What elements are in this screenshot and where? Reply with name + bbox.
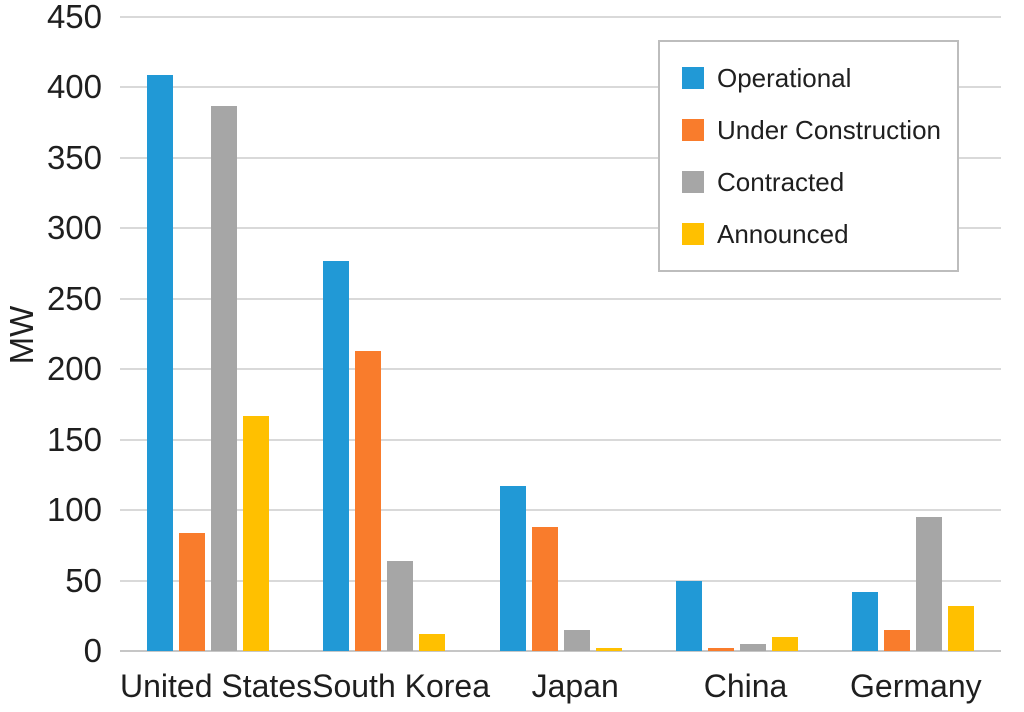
bar-under-construction-japan bbox=[531, 527, 558, 651]
y-tick-label-150: 150 bbox=[46, 420, 102, 458]
legend-item-contracted: Contracted bbox=[682, 167, 957, 198]
bar-contracted-china bbox=[739, 644, 766, 651]
legend-swatch-icon-operational bbox=[682, 67, 704, 89]
legend-swatch-icon-announced bbox=[682, 223, 704, 245]
y-tick-label-0: 0 bbox=[83, 632, 102, 669]
legend-item-under-construction: Under Construction bbox=[682, 115, 957, 146]
legend-label-operational: Operational bbox=[717, 62, 852, 93]
bar-operational-south-korea bbox=[323, 261, 350, 651]
plot-area bbox=[120, 16, 1001, 652]
y-tick-label-300: 300 bbox=[46, 209, 102, 247]
x-axis-label-china: China bbox=[703, 668, 788, 704]
bar-group-united-states bbox=[147, 75, 270, 651]
bar-announced-japan bbox=[595, 648, 622, 651]
legend-item-operational: Operational bbox=[682, 63, 957, 94]
x-axis-line bbox=[120, 650, 1001, 652]
bar-under-construction-united-states bbox=[179, 533, 206, 651]
x-axis-label-united-states: United States bbox=[120, 668, 313, 704]
y-tick-label-250: 250 bbox=[46, 279, 102, 317]
y-tick-label-400: 400 bbox=[46, 68, 102, 106]
gridline-300 bbox=[120, 227, 1001, 230]
x-axis-label-japan: Japan bbox=[531, 668, 619, 704]
bar-announced-china bbox=[771, 637, 798, 651]
bar-group-china bbox=[675, 581, 798, 651]
bar-under-construction-south-korea bbox=[355, 351, 382, 651]
gridline-150 bbox=[120, 438, 1001, 441]
y-tick-label-450: 450 bbox=[46, 0, 102, 35]
x-axis-label-south-korea: South Korea bbox=[312, 668, 491, 704]
bar-contracted-japan bbox=[563, 630, 590, 651]
bar-group-japan bbox=[499, 486, 622, 651]
legend-item-announced: Announced bbox=[682, 219, 957, 250]
legend-swatch-icon-under-construction bbox=[682, 119, 704, 141]
bar-announced-united-states bbox=[243, 416, 270, 651]
bar-operational-united-states bbox=[147, 75, 174, 651]
bar-operational-china bbox=[675, 581, 702, 651]
gridline-50 bbox=[120, 579, 1001, 582]
x-axis-label-germany: Germany bbox=[850, 668, 982, 704]
legend-label-contracted: Contracted bbox=[717, 166, 845, 197]
bar-group-germany bbox=[851, 517, 974, 651]
y-tick-label-50: 50 bbox=[65, 561, 102, 599]
bar-under-construction-china bbox=[707, 648, 734, 651]
y-tick-label-100: 100 bbox=[46, 491, 102, 529]
legend-label-announced: Announced bbox=[717, 218, 849, 249]
bar-announced-south-korea bbox=[419, 634, 446, 651]
bar-group-south-korea bbox=[323, 261, 446, 651]
bar-under-construction-germany bbox=[883, 630, 910, 651]
legend: Operational Under Construction Contracted A… bbox=[658, 40, 959, 272]
gridline-100 bbox=[120, 509, 1001, 512]
gridline-400 bbox=[120, 86, 1001, 89]
gridline-200 bbox=[120, 368, 1001, 371]
legend-label-under-construction: Under Construction bbox=[717, 114, 941, 145]
x-axis-category-labels: United States South Korea Japan China German… bbox=[120, 668, 1001, 705]
y-tick-label-200: 200 bbox=[46, 350, 102, 388]
bar-contracted-united-states bbox=[211, 106, 238, 651]
y-tick-label-350: 350 bbox=[46, 138, 102, 176]
gridline-450 bbox=[120, 16, 1001, 18]
bar-contracted-germany bbox=[915, 517, 942, 651]
legend-swatch-icon-contracted bbox=[682, 171, 704, 193]
bar-operational-germany bbox=[851, 592, 878, 651]
bar-operational-japan bbox=[499, 486, 526, 651]
bar-contracted-south-korea bbox=[387, 561, 414, 651]
bar-announced-germany bbox=[947, 606, 974, 651]
gridline-350 bbox=[120, 156, 1001, 159]
gridline-250 bbox=[120, 297, 1001, 300]
